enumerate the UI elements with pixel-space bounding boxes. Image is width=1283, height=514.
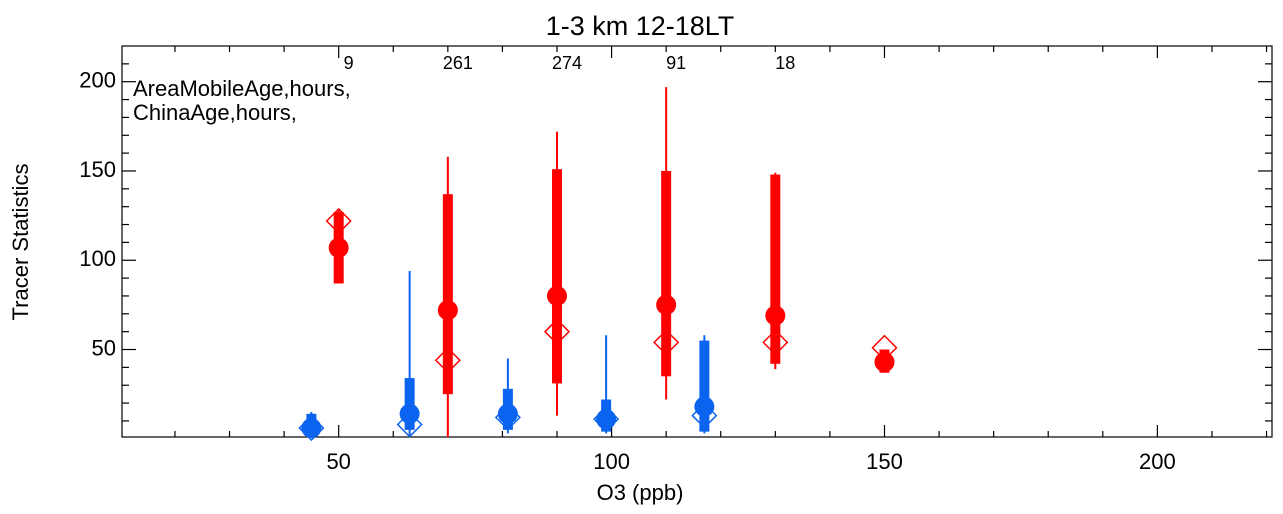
x-axis-label: O3 (ppb) [597,480,684,505]
y-tick-label: 100 [79,246,116,271]
median-marker [593,406,620,433]
mean-marker [328,237,349,258]
median-marker [543,318,571,345]
legend-entry: ChinaAge,hours, [133,100,297,125]
count-label: 18 [775,53,795,73]
median-marker [871,334,898,361]
mean-marker [301,418,322,439]
x-tick-label: 50 [326,449,350,474]
median-marker [325,207,352,235]
count-label: 261 [443,53,473,73]
y-tick-label: 50 [92,335,116,360]
count-label: 9 [344,53,354,73]
y-axis-label: Tracer Statistics [8,164,33,321]
box [699,340,710,432]
mean-marker [765,305,786,326]
mean-marker [596,409,617,430]
mean-marker [497,403,518,424]
plot-frame [121,45,1273,438]
mean-marker [694,396,715,417]
median-marker [653,329,680,356]
x-tick-label: 200 [1139,449,1176,474]
chart-title: 1-3 km 12-18LT [546,11,735,41]
box [770,174,781,364]
mean-marker [656,294,677,315]
median-marker [691,402,718,429]
mean-marker [874,352,895,373]
x-tick-label: 100 [593,449,630,474]
legend-entry: AreaMobileAge,hours, [133,76,351,101]
count-label: 91 [666,53,686,73]
mean-marker [399,403,420,424]
y-tick-label: 150 [79,157,116,182]
median-marker [396,411,423,438]
y-tick-label: 200 [79,68,116,93]
median-marker [494,404,521,431]
box [442,194,453,395]
count-label: 274 [552,53,582,73]
box [552,169,563,384]
median-marker [762,329,789,356]
median-marker [298,415,325,442]
box [661,170,672,377]
mean-marker [547,285,568,306]
median-marker [434,347,461,374]
mean-marker [437,300,458,321]
x-tick-label: 150 [866,449,903,474]
